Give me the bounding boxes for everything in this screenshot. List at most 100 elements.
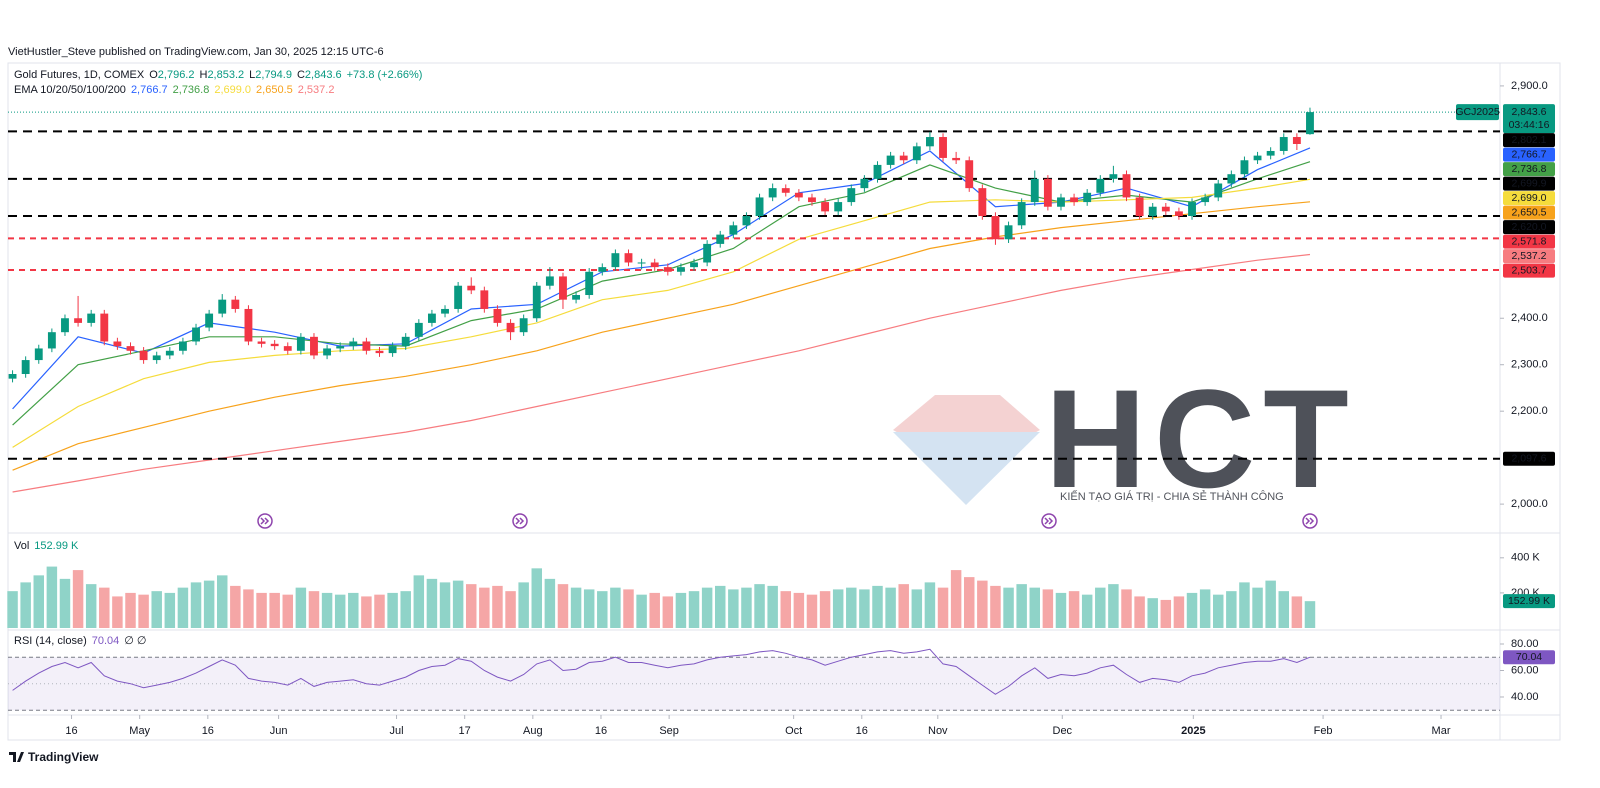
volume-bar [243, 589, 254, 628]
candle-body [61, 318, 69, 333]
candle-body [1201, 197, 1210, 203]
candle-body [47, 332, 56, 349]
y-tick-label: 2,000.0 [1511, 498, 1548, 510]
volume-bar [1304, 601, 1316, 628]
candle-body [1057, 197, 1065, 207]
logo-lower [893, 432, 1040, 505]
volume-bar [334, 594, 346, 628]
candle-body [323, 348, 332, 356]
candle-body [821, 202, 830, 212]
volume-bar [138, 594, 149, 628]
volume-bar [557, 584, 569, 628]
volume-bar [583, 589, 595, 628]
candle-body [1279, 137, 1288, 151]
volume-bar [1212, 594, 1224, 628]
candle-body [506, 322, 515, 333]
candle-body [1135, 197, 1144, 217]
candle-body [1109, 174, 1118, 179]
volume-bar [924, 582, 936, 628]
volume-bar [636, 594, 647, 628]
candle-body [781, 188, 790, 193]
candle-body [74, 318, 83, 323]
ema-legend-value: 2,537.2 [298, 84, 335, 96]
price-tag-label: 2,843.6 [1511, 106, 1546, 118]
candle-body [532, 285, 541, 319]
candle-body [519, 318, 528, 333]
x-tick-label: Nov [928, 725, 948, 737]
candle-body [1122, 174, 1131, 198]
volume-bar [911, 589, 923, 628]
candle-body [100, 313, 109, 342]
x-tick-label: Sep [659, 725, 679, 737]
candle-body [729, 225, 738, 235]
candle-body [362, 341, 371, 351]
ema-legend-value: 2,736.8 [173, 84, 210, 96]
watermark: HCT KIẾN TẠO GIÁ TRỊ - CHIA SẺ THÀNH CÔN… [893, 360, 1357, 517]
pane-title: RSI (14, close) [14, 635, 87, 647]
candle-body [414, 322, 423, 337]
candle-body [231, 299, 240, 309]
candle-body [1070, 197, 1079, 203]
volume-bar [256, 592, 267, 628]
level-tag-label: 2,620.0 [1511, 221, 1546, 233]
event-icons [257, 513, 1318, 529]
volume-bar [780, 591, 792, 628]
ema-tag-label: 2,699.0 [1511, 192, 1546, 204]
candle-body [624, 253, 633, 263]
level-tag [1503, 133, 1555, 148]
candle-body [21, 360, 30, 375]
volume-bar [950, 570, 962, 628]
x-tick-label: 16 [856, 725, 868, 737]
volume-bar [1134, 596, 1145, 628]
volume-bar [741, 587, 752, 628]
volume-bar [754, 584, 765, 628]
volume-bar [413, 575, 425, 628]
level-tag [1503, 220, 1555, 235]
candle-body [860, 178, 869, 189]
candle-body [1017, 202, 1026, 226]
candle-body [1214, 183, 1223, 198]
rsi-tag-label: 70.04 [1516, 651, 1542, 663]
candle-body [650, 262, 659, 268]
volume-bar [85, 584, 97, 628]
volume-bar [216, 575, 228, 628]
volume-bar [387, 592, 398, 628]
legend-row: EMA 10/20/50/100/200 2,766.7 2,736.8 2,699.… [14, 84, 334, 96]
volume-bar [623, 589, 634, 628]
candle-body [165, 350, 174, 356]
volume-bar [688, 591, 700, 628]
volume-bar [701, 587, 713, 628]
legend-value: 2,796.2 [158, 69, 195, 81]
candle-body [742, 216, 751, 226]
ema-tag [1503, 249, 1555, 264]
volume-bar [767, 585, 778, 628]
candle-body [873, 164, 882, 179]
candle-body [441, 308, 449, 314]
y-tick-label: 40.00 [1511, 691, 1539, 703]
candle-body [244, 308, 253, 342]
x-tick-label: 16 [202, 725, 214, 737]
candle-body [1188, 202, 1196, 217]
candle-body [1253, 155, 1262, 161]
volume-bar [1121, 589, 1132, 628]
volume-bar [59, 578, 71, 628]
pane-value: 70.04 [92, 635, 120, 647]
watermark-name: HCT [1045, 360, 1357, 517]
legend-key: O [149, 69, 158, 81]
volume-bar [885, 587, 896, 628]
volume-bar [518, 582, 529, 628]
candle-body [1148, 206, 1157, 217]
candle-body [178, 341, 187, 351]
candle-body [703, 243, 712, 263]
pane-legend: RSI (14, close) 70.04 ∅ ∅ [14, 635, 147, 647]
volume-bar [1160, 599, 1172, 628]
x-tick-label: 16 [65, 725, 77, 737]
y-tick-label: 400 K [1511, 552, 1540, 564]
candle-body [126, 346, 135, 351]
volume-bar [937, 587, 949, 628]
volume-bar [465, 584, 477, 628]
candle-body [952, 157, 961, 161]
volume-bar [1042, 589, 1054, 628]
x-tick-label: Aug [523, 725, 543, 737]
